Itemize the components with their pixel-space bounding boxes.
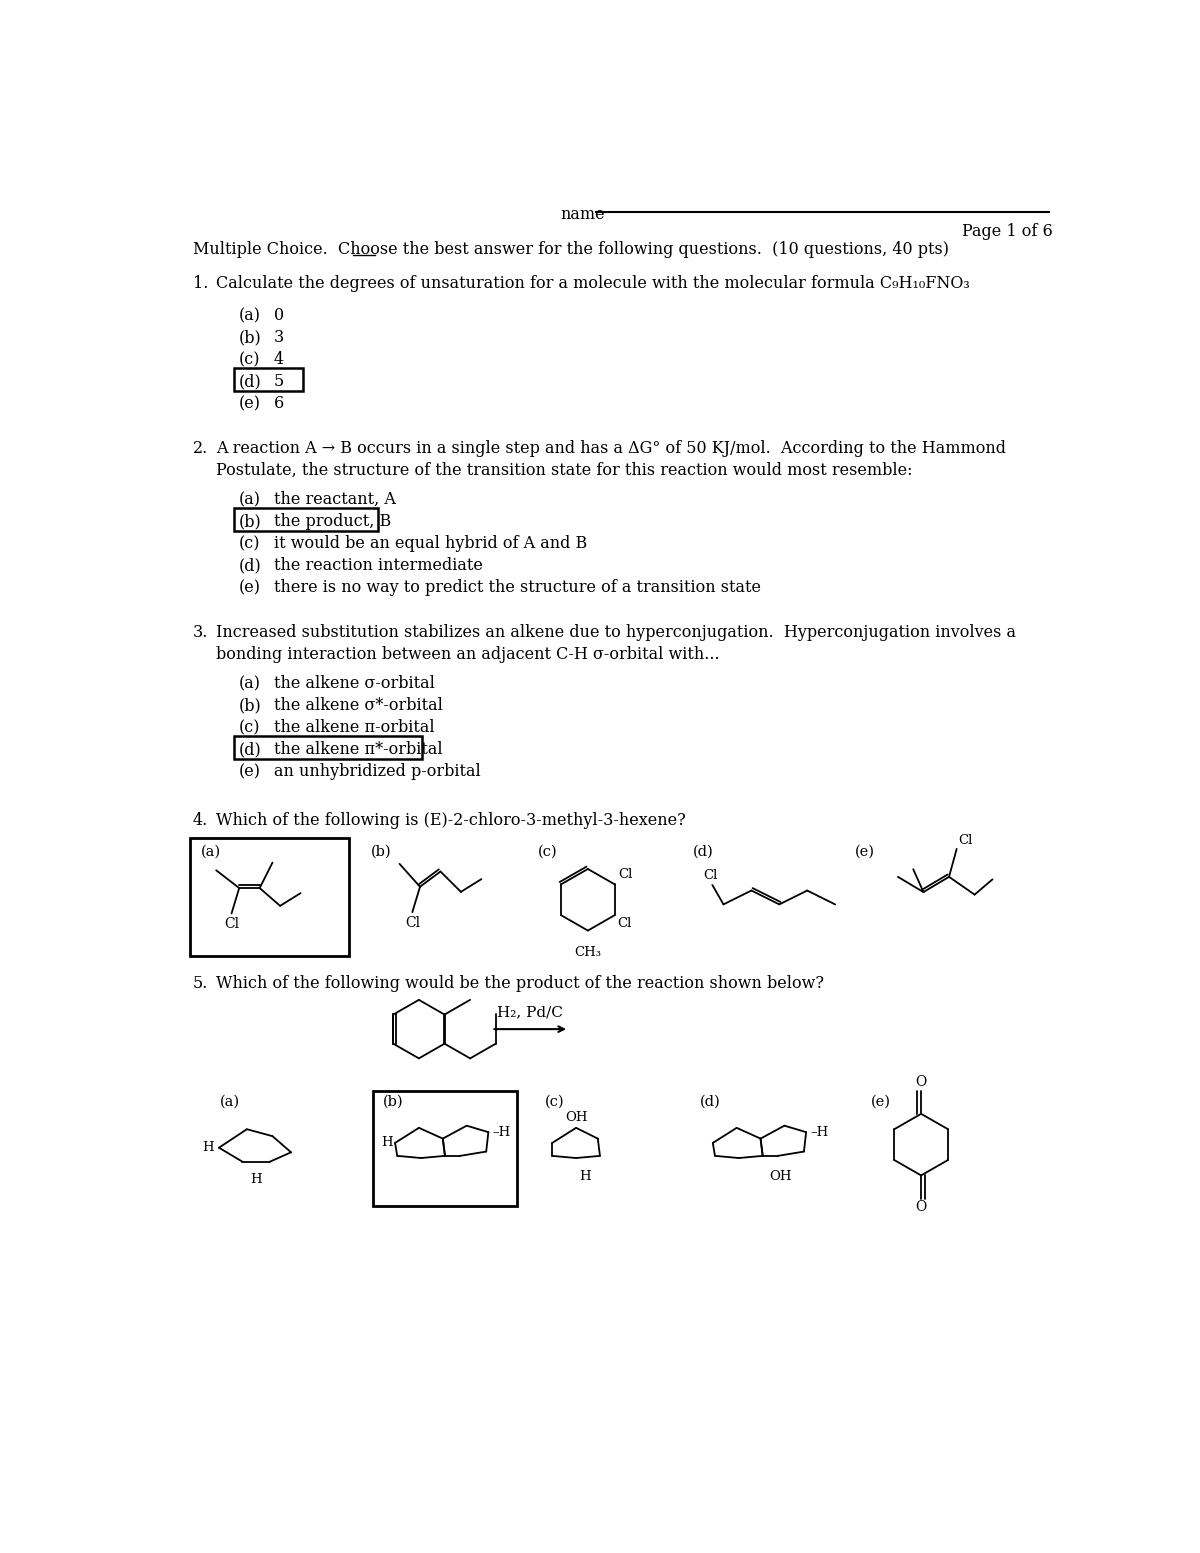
Text: 3.: 3. xyxy=(193,624,208,641)
Text: OH: OH xyxy=(769,1169,791,1182)
Text: (e): (e) xyxy=(871,1095,890,1109)
Text: H: H xyxy=(251,1173,262,1186)
Text: (d): (d) xyxy=(692,845,713,859)
Text: O: O xyxy=(916,1075,926,1089)
Text: 4.: 4. xyxy=(193,812,208,829)
Text: 5: 5 xyxy=(274,373,284,390)
Text: there is no way to predict the structure of a transition state: there is no way to predict the structure… xyxy=(274,579,761,596)
Bar xyxy=(234,508,378,531)
Text: (d): (d) xyxy=(239,558,262,575)
Text: 1.: 1. xyxy=(193,275,208,292)
Text: Calculate the degrees of unsaturation for a molecule with the molecular formula : Calculate the degrees of unsaturation fo… xyxy=(216,275,970,292)
Text: the alkene σ*-orbital: the alkene σ*-orbital xyxy=(274,697,443,714)
Text: 4: 4 xyxy=(274,351,284,368)
Text: (c): (c) xyxy=(239,719,260,736)
Text: (e): (e) xyxy=(239,579,262,596)
Text: (c): (c) xyxy=(545,1095,565,1109)
Text: the reaction intermediate: the reaction intermediate xyxy=(274,558,482,575)
Text: Which of the following would be the product of the reaction shown below?: Which of the following would be the prod… xyxy=(216,975,824,992)
Text: the reactant, A: the reactant, A xyxy=(274,491,396,508)
Bar xyxy=(234,736,422,759)
Text: the alkene π*-orbital: the alkene π*-orbital xyxy=(274,741,443,758)
Text: (e): (e) xyxy=(239,763,262,780)
Text: Cl: Cl xyxy=(618,868,632,881)
Text: 2.: 2. xyxy=(193,439,208,457)
Text: the product, B: the product, B xyxy=(274,512,391,530)
Text: an unhybridized p-orbital: an unhybridized p-orbital xyxy=(274,763,481,780)
Text: (b): (b) xyxy=(239,697,262,714)
Text: Postulate, the structure of the transition state for this reaction would most re: Postulate, the structure of the transiti… xyxy=(216,463,912,478)
Text: the alkene π-orbital: the alkene π-orbital xyxy=(274,719,434,736)
Text: (a): (a) xyxy=(239,491,262,508)
Text: (e): (e) xyxy=(856,845,875,859)
Text: 3: 3 xyxy=(274,329,284,346)
Text: (b): (b) xyxy=(239,512,262,530)
Text: (a): (a) xyxy=(239,676,262,693)
Text: (a): (a) xyxy=(200,845,221,859)
Text: (e): (e) xyxy=(239,394,262,412)
Text: (d): (d) xyxy=(239,741,262,758)
Text: Cl: Cl xyxy=(703,868,718,882)
Text: the alkene σ-orbital: the alkene σ-orbital xyxy=(274,676,434,693)
Text: 0: 0 xyxy=(274,307,284,325)
Text: H: H xyxy=(382,1137,394,1149)
Text: 6: 6 xyxy=(274,394,284,412)
Text: H: H xyxy=(578,1169,590,1182)
Bar xyxy=(191,839,349,957)
Text: (c): (c) xyxy=(538,845,557,859)
Text: H₂, Pd/C: H₂, Pd/C xyxy=(497,1005,563,1019)
Text: Cl: Cl xyxy=(406,916,421,930)
Bar xyxy=(373,1090,516,1207)
Text: CH₃: CH₃ xyxy=(575,946,601,958)
Text: A reaction A → B occurs in a single step and has a ΔG° of 50 KJ/mol.  According : A reaction A → B occurs in a single step… xyxy=(216,439,1006,457)
Text: (b): (b) xyxy=(239,329,262,346)
Text: (b): (b) xyxy=(383,1095,403,1109)
Text: –H: –H xyxy=(810,1126,828,1138)
Text: Cl: Cl xyxy=(224,916,239,930)
Text: (d): (d) xyxy=(239,373,262,390)
Text: Increased substitution stabilizes an alkene due to hyperconjugation.  Hyperconju: Increased substitution stabilizes an alk… xyxy=(216,624,1016,641)
Text: Which of the following is (E)-2-chloro-3-methyl-3-hexene?: Which of the following is (E)-2-chloro-3… xyxy=(216,812,685,829)
Text: (a): (a) xyxy=(239,307,262,325)
Text: (b): (b) xyxy=(371,845,391,859)
Text: (d): (d) xyxy=(701,1095,721,1109)
Text: Page 1 of 6: Page 1 of 6 xyxy=(962,224,1052,241)
Text: name: name xyxy=(560,205,605,222)
Text: Multiple Choice.  Choose the best answer for the following questions.  (10 quest: Multiple Choice. Choose the best answer … xyxy=(193,241,949,258)
Text: OH: OH xyxy=(565,1110,587,1124)
Text: 5.: 5. xyxy=(193,975,208,992)
Text: bonding interaction between an adjacent C-H σ-orbital with...: bonding interaction between an adjacent … xyxy=(216,646,720,663)
Text: Cl: Cl xyxy=(959,834,973,846)
Text: (a): (a) xyxy=(220,1095,240,1109)
Text: Cl: Cl xyxy=(617,918,631,930)
Text: –H: –H xyxy=(492,1126,510,1138)
Text: it would be an equal hybrid of A and B: it would be an equal hybrid of A and B xyxy=(274,536,587,553)
Text: O: O xyxy=(916,1200,926,1214)
Text: (c): (c) xyxy=(239,351,260,368)
Text: (c): (c) xyxy=(239,536,260,553)
Text: H: H xyxy=(203,1141,215,1154)
Bar xyxy=(234,368,302,391)
